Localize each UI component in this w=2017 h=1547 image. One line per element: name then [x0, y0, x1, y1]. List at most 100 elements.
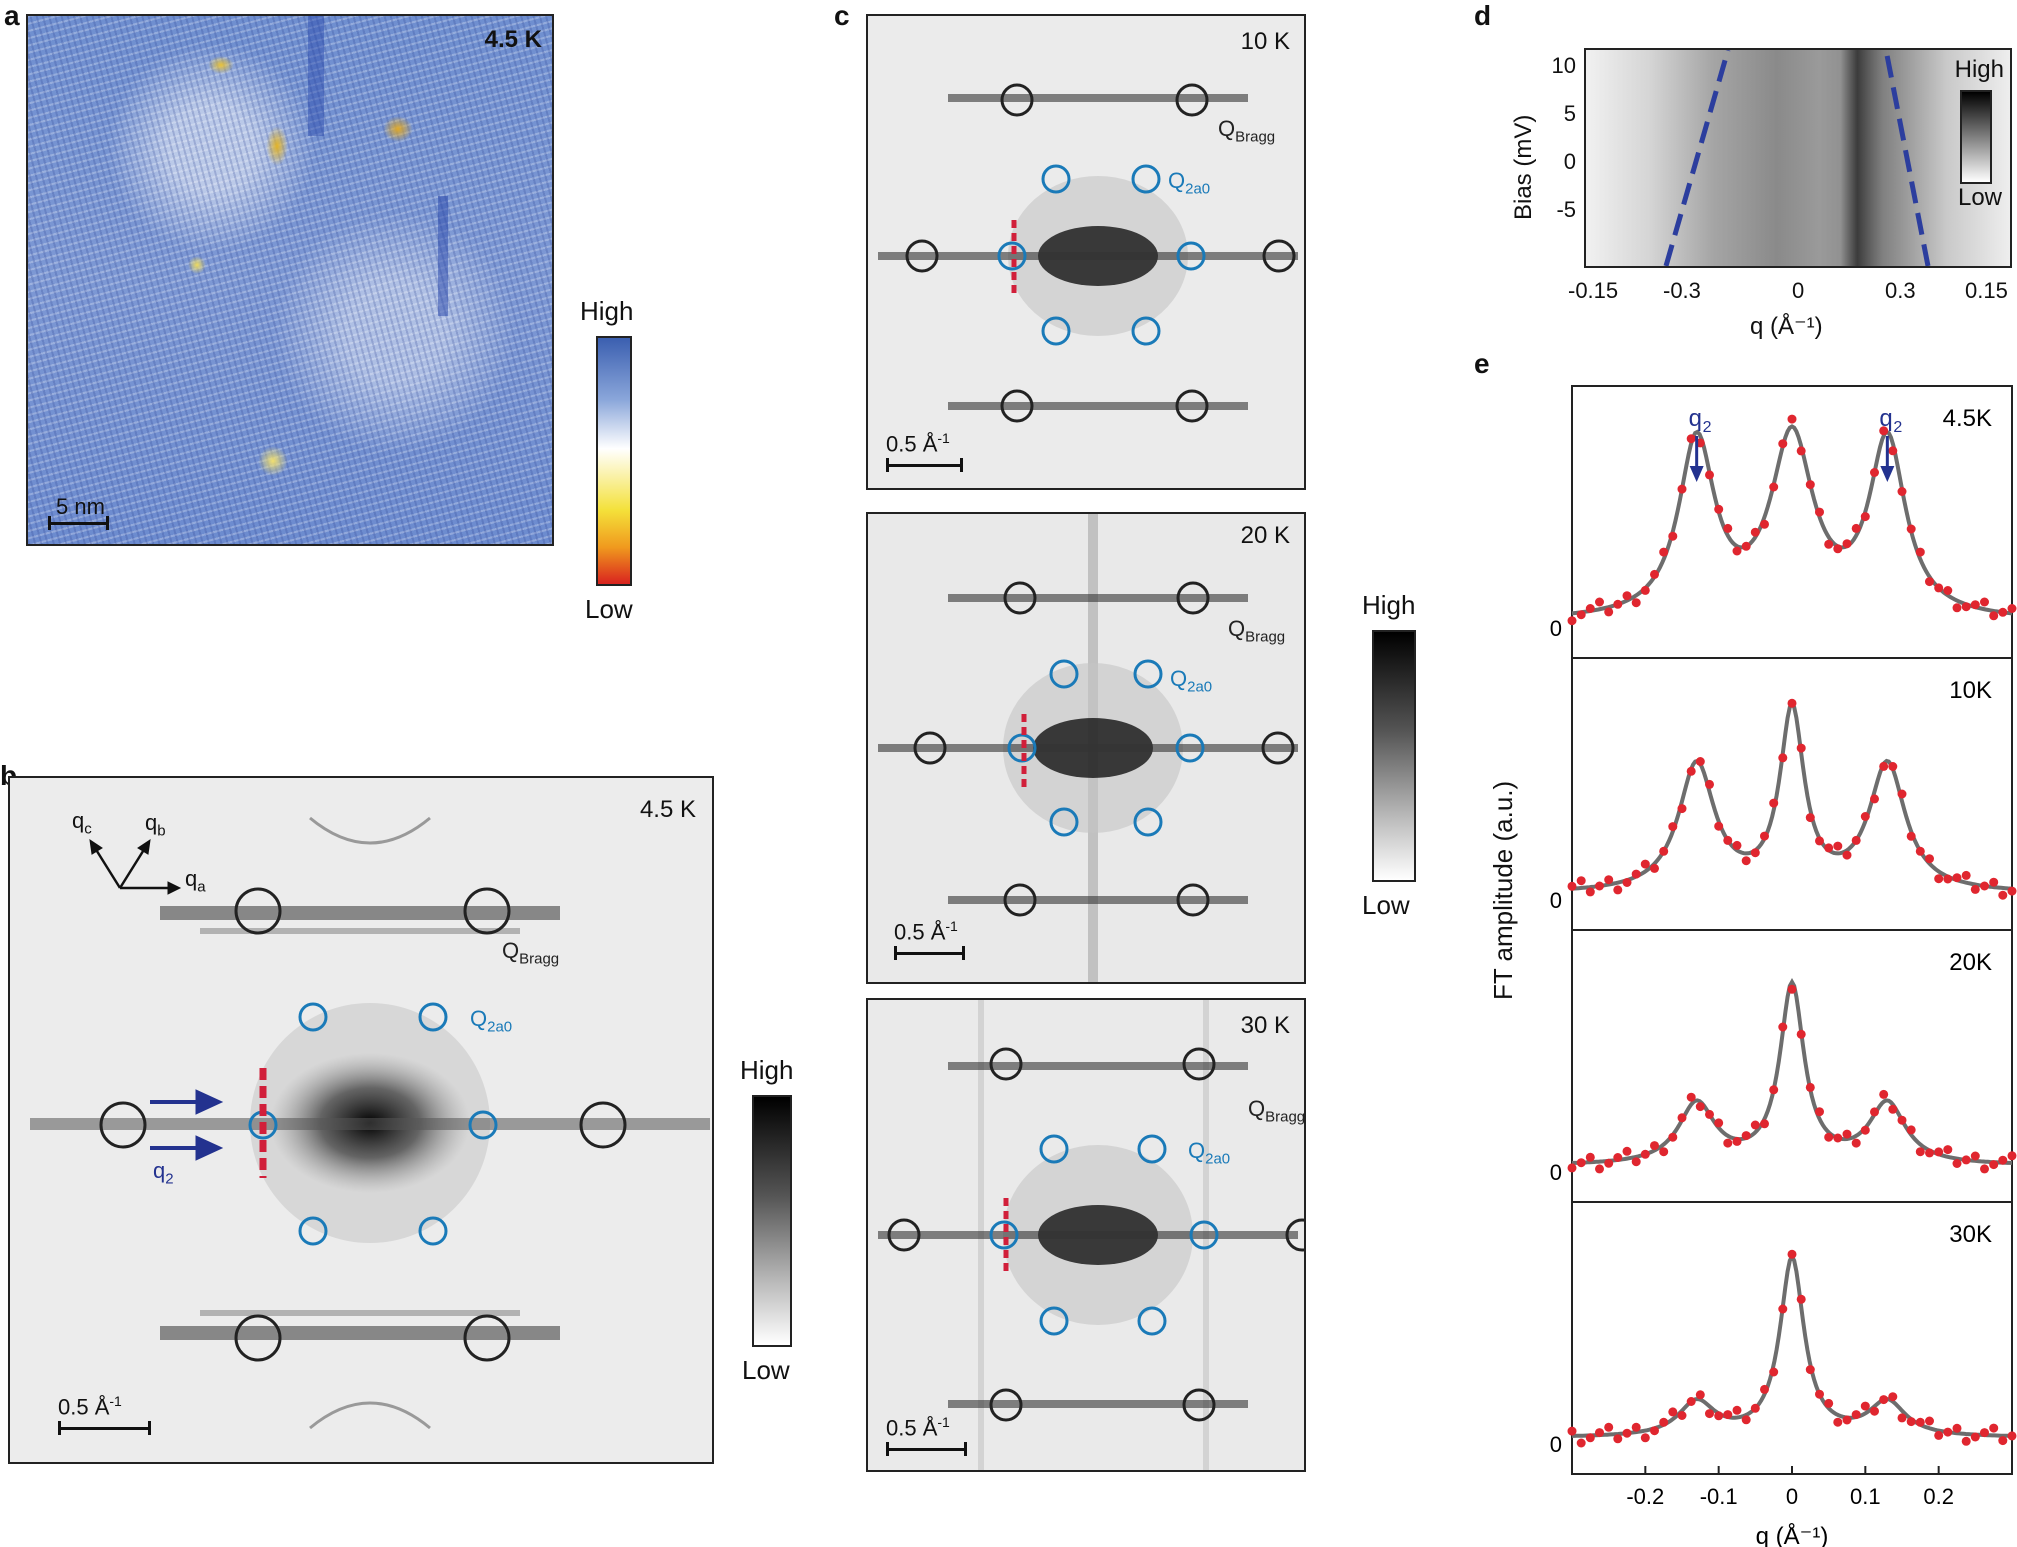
data-point — [1815, 1389, 1824, 1399]
data-point — [1604, 1422, 1614, 1432]
data-point — [1888, 1104, 1898, 1114]
data-point — [1851, 1410, 1861, 1420]
data-point — [1668, 822, 1678, 832]
data-point — [1842, 1129, 1852, 1139]
data-point — [1631, 1157, 1641, 1167]
data-point — [1970, 1151, 1980, 1161]
q2a0-peak-circle — [1041, 316, 1071, 346]
data-point — [2007, 886, 2017, 896]
defect-spot — [383, 116, 413, 142]
xtick-label: 0.2 — [1923, 1484, 1954, 1509]
q2-label-sub: 2 — [1893, 419, 1902, 436]
data-point — [1925, 577, 1934, 587]
data-point — [1760, 1119, 1769, 1129]
dark-streak — [438, 196, 448, 316]
data-point — [1567, 616, 1577, 626]
colorbar-grayscale — [1372, 630, 1416, 882]
data-point — [1695, 1102, 1705, 1112]
data-point — [2007, 1431, 2017, 1441]
data-point — [1787, 414, 1797, 424]
data-point — [1686, 1092, 1696, 1102]
data-point — [1778, 1304, 1788, 1314]
data-point — [1998, 1436, 2008, 1446]
temperature-label: 30K — [1949, 1221, 1992, 1248]
q2a0-peak-circle — [298, 1216, 328, 1246]
bragg-peak-circle — [1176, 883, 1210, 917]
data-point — [1943, 586, 1953, 595]
bragg-peak-circle — [234, 1314, 282, 1362]
q2a0-peak-circle — [468, 1110, 498, 1140]
q2a0-peak-circle — [1133, 807, 1163, 837]
data-point — [1870, 468, 1879, 477]
data-point — [1613, 599, 1623, 609]
colorbar-low-label: Low — [1957, 184, 2002, 211]
data-point — [1677, 484, 1687, 494]
data-point — [1723, 835, 1733, 845]
data-point — [1595, 1428, 1604, 1438]
temperature-label: 4.5 K — [484, 26, 542, 53]
bragg-peak-circle — [1176, 581, 1210, 615]
data-point — [1824, 843, 1834, 853]
data-point — [1961, 1155, 1971, 1165]
bragg-peak-circle — [1285, 1218, 1304, 1252]
data-point — [1952, 1159, 1962, 1168]
q2a0-peak-circle — [1137, 1134, 1167, 1164]
fit-curve — [1571, 424, 2013, 616]
data-point — [1750, 848, 1760, 858]
ft-map-graphic — [868, 16, 1304, 488]
data-point — [1870, 1107, 1879, 1117]
data-point — [1686, 1397, 1696, 1406]
colorbar-high-label: High — [740, 1055, 794, 1085]
data-point — [1778, 1022, 1788, 1032]
bragg-label: QBragg — [1218, 116, 1276, 146]
data-point — [1796, 743, 1806, 753]
axis-xlabel-d: q (Å⁻¹) — [1750, 313, 1823, 340]
data-point — [1668, 1407, 1678, 1417]
topograph-map: 4.5 K 5 nm — [26, 14, 554, 546]
data-point — [1787, 1249, 1797, 1259]
data-point — [1732, 1405, 1742, 1415]
colorbar-high-label: High — [1954, 56, 2004, 83]
q2a0-peak-circle — [1039, 1306, 1069, 1336]
bragg-peak-circle — [1175, 389, 1209, 423]
xtick-label: -0.15 — [1568, 278, 1619, 303]
data-point — [1934, 1147, 1944, 1157]
xtick-label: -0.3 — [1663, 278, 1701, 303]
xtick-label: 0 — [1786, 1484, 1798, 1509]
data-point — [1824, 1132, 1834, 1142]
axis-qa-label: qa — [185, 866, 206, 896]
data-point — [1705, 1409, 1714, 1419]
q2a0-peak-circle — [1039, 1134, 1069, 1164]
data-point — [1943, 1145, 1953, 1155]
data-point — [2007, 1151, 2017, 1161]
data-point — [1686, 766, 1696, 776]
data-point — [1604, 607, 1614, 617]
axis-ylabel-d: Bias (mV) — [1510, 115, 1550, 240]
data-point — [1705, 779, 1714, 789]
data-point — [1879, 1089, 1889, 1099]
data-point — [1668, 1132, 1678, 1142]
q2a0-peak-circle — [418, 1002, 448, 1032]
data-point — [1833, 841, 1843, 851]
data-point — [1860, 1401, 1870, 1411]
q2a0-label: Q2a0 — [470, 1006, 513, 1036]
q2a0-peak-circle — [997, 241, 1027, 271]
scale-bar-label: 0.5 Å-1 — [886, 1414, 950, 1441]
data-point — [1576, 610, 1586, 620]
data-point — [1741, 541, 1751, 551]
q2a0-label: Q2a0 — [1188, 1138, 1231, 1168]
scale-bar-label: 0.5 Å-1 — [894, 918, 958, 945]
data-point — [1750, 1120, 1760, 1130]
data-point — [1640, 1433, 1650, 1443]
xtick-label: 0.3 — [1885, 278, 1916, 303]
q2a0-peak-circle — [1049, 807, 1079, 837]
data-point — [1622, 591, 1632, 601]
fourier-transform-map-30k: 30 K QBragg Q2a0 0.5 Å-1 — [866, 998, 1306, 1472]
colorbar-high-label: High — [1362, 590, 1416, 620]
scale-bar: 5 nm — [48, 494, 148, 534]
fourier-transform-map-10k: 10 K QBragg Q2a0 0.5 Å-1 — [866, 14, 1306, 490]
defect-spot — [266, 126, 288, 166]
q2a0-peak-circle — [1049, 659, 1079, 689]
data-point — [1750, 527, 1760, 537]
xtick-labels-d: -0.15 -0.3 0 0.3 0.15 — [1560, 278, 2017, 306]
